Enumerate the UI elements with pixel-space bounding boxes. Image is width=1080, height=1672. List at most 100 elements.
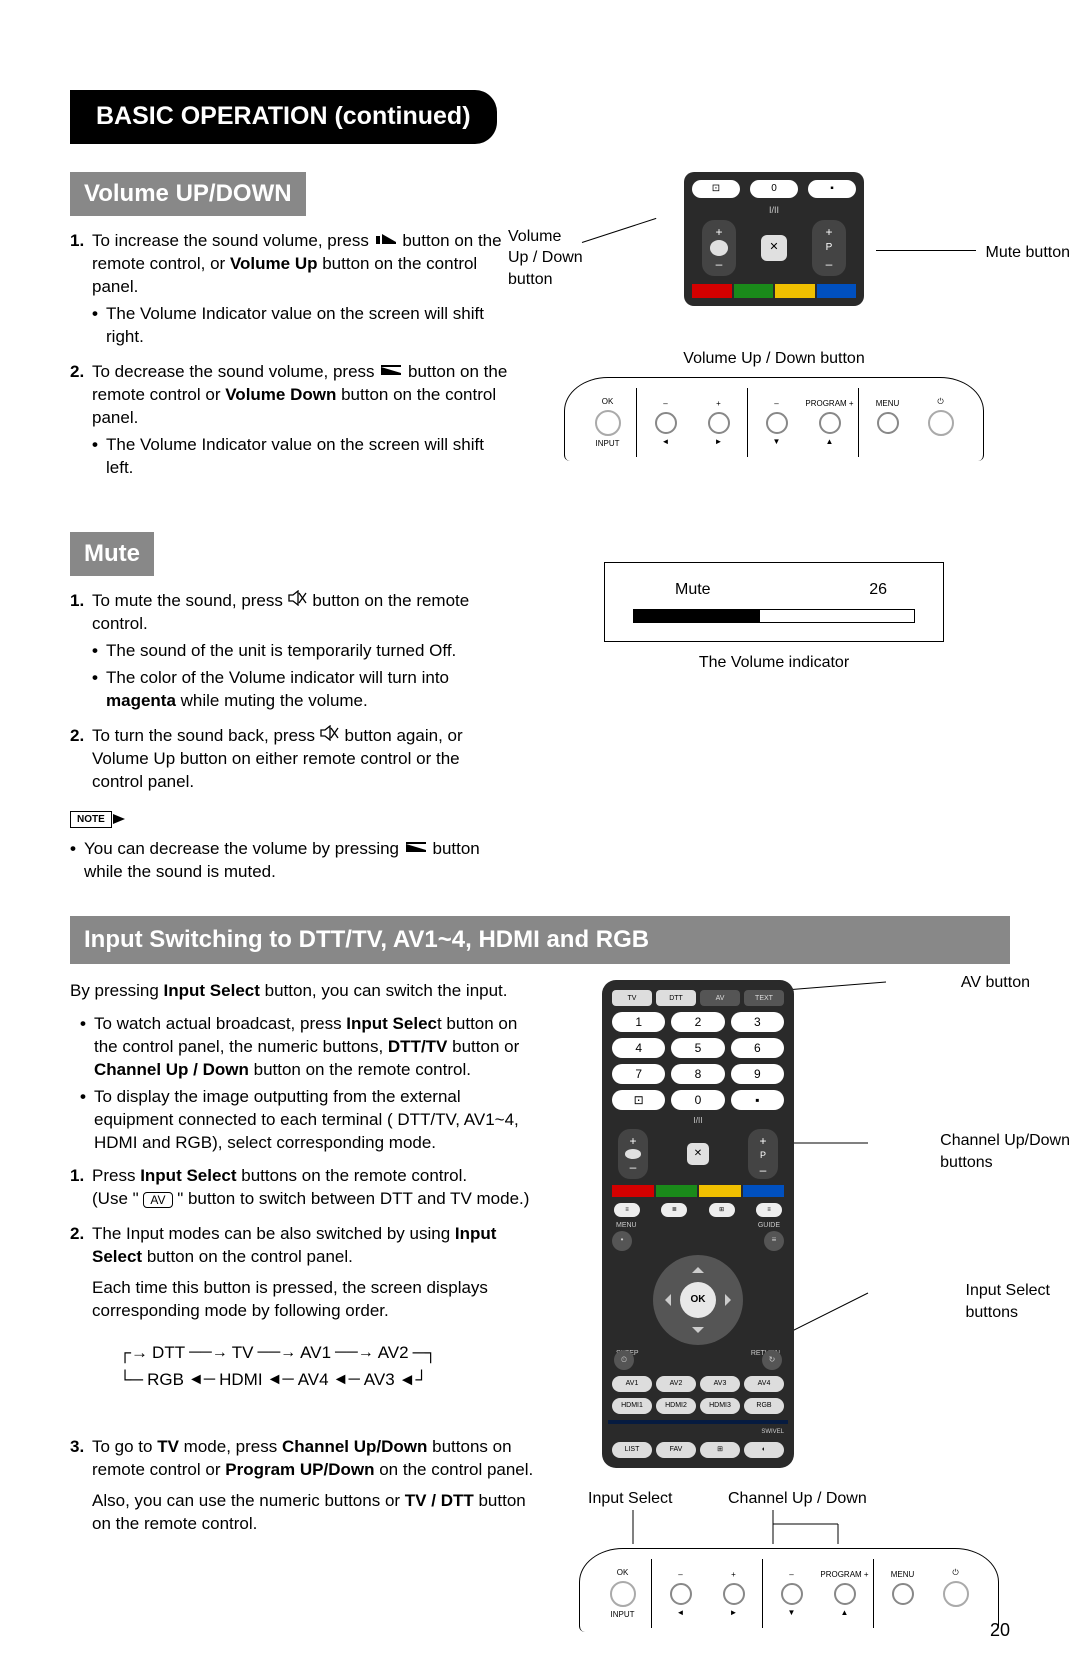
control-panel: OKINPUT –◄ +► –▼ PROGRAM +▲ MENU ⏻ <box>564 377 984 461</box>
bullet: The sound of the unit is temporarily tur… <box>92 640 510 663</box>
num-2: 2. <box>70 361 84 384</box>
menu-btn: • <box>612 1231 632 1251</box>
remote-full: TV DTT AV TEXT 1 2 3 4 5 6 7 8 9 <box>602 980 794 1468</box>
mute-icon <box>288 590 308 613</box>
mute-step-1: 1. To mute the sound, press button on th… <box>70 590 510 713</box>
num-btn: ⊡ <box>612 1090 665 1110</box>
av-btn: AV2 <box>656 1376 696 1392</box>
hdmi-btn: RGB <box>744 1398 784 1414</box>
mute-heading: Mute <box>70 532 154 576</box>
note-bullet: You can decrease the volume by pressing … <box>70 838 510 884</box>
lbl: PROGRAM + <box>805 399 853 409</box>
lbl: ◄ <box>662 437 670 447</box>
bullet: To display the image outputting from the… <box>80 1086 540 1155</box>
btn: LIST <box>612 1442 652 1458</box>
num-btn: 5 <box>671 1038 724 1058</box>
callout-av-button: AV button <box>961 972 1030 994</box>
volume-indicator-box: Mute 26 <box>604 562 944 642</box>
callout-input-select: Input Select buttons <box>966 1280 1051 1323</box>
remote-btn: ⊡ <box>692 180 740 198</box>
remote-btn: 0 <box>750 180 798 198</box>
mute-icon: ✕ <box>761 235 787 261</box>
lbl: + <box>716 399 721 409</box>
btn: TEXT <box>744 990 784 1006</box>
lbl: OK <box>602 397 614 407</box>
text-bold: Volume Down <box>225 385 336 404</box>
dpad: OK <box>653 1255 743 1345</box>
hdmi-btn: HDMI3 <box>700 1398 740 1414</box>
num: 1. <box>70 590 84 613</box>
text: Also, you can use the numeric buttons or… <box>92 1490 540 1536</box>
num-1: 1. <box>70 230 84 253</box>
volume-up-icon <box>374 230 398 253</box>
num-btn: 7 <box>612 1064 665 1084</box>
av-button: AV <box>700 990 740 1006</box>
guide-btn: ≡ <box>764 1231 784 1251</box>
callout-channel-updown: Channel Up/Down buttons <box>940 1130 1070 1173</box>
callout-volume-updown: Volume Up / Down button <box>508 226 583 291</box>
input-step-2: 2. The Input modes can be also switched … <box>70 1223 540 1397</box>
bullet: The color of the Volume indicator will t… <box>92 667 510 713</box>
input-step-3: 3. To go to TV mode, press Channel Up/Do… <box>70 1436 540 1536</box>
panel2-input-label: Input Select <box>588 1488 673 1510</box>
section-title: BASIC OPERATION (continued) <box>70 90 497 144</box>
volume-heading: Volume UP/DOWN <box>70 172 306 216</box>
btn: DTT <box>656 990 696 1006</box>
num: 2. <box>70 725 84 748</box>
intro: By pressing Input Select button, you can… <box>70 980 540 1003</box>
remote-btn: ▪ <box>808 180 856 198</box>
num-btn: 0 <box>671 1090 724 1110</box>
av-btn: AV3 <box>700 1376 740 1392</box>
input-step-1: 1. Press Input Select buttons on the rem… <box>70 1165 540 1211</box>
vol-indicator-caption: The Volume indicator <box>538 652 1010 674</box>
power-icon: ⏻ <box>952 1568 958 1578</box>
volume-step-1: 1. To increase the sound volume, press b… <box>70 230 510 349</box>
num-btn: ▪ <box>731 1090 784 1110</box>
vol-value: 26 <box>869 579 887 601</box>
text-bold: Volume Up <box>230 254 318 273</box>
num-btn: 4 <box>612 1038 665 1058</box>
av-button-icon: AV <box>143 1192 172 1208</box>
volume-step-2: 2. To decrease the sound volume, press b… <box>70 361 510 480</box>
panel-caption: Volume Up / Down button <box>538 348 1010 370</box>
sleep-btn: ⏲ <box>614 1350 634 1370</box>
text: To mute the sound, press <box>92 591 288 610</box>
num-btn: 2 <box>671 1012 724 1032</box>
num-btn: 6 <box>731 1038 784 1058</box>
mute-icon <box>320 725 340 748</box>
control-panel-2: OKINPUT –◄ +► –▼ PROGRAM +▲ MENU ⏻ <box>579 1548 999 1632</box>
vol-label: Mute <box>675 579 711 601</box>
swivel-label: SWIVEL <box>612 1428 784 1436</box>
input-heading: Input Switching to DTT/TV, AV1~4, HDMI a… <box>70 916 1010 964</box>
volume-rocker: +– <box>702 220 736 276</box>
hdmi-btn: HDMI2 <box>656 1398 696 1414</box>
lbl: MENU <box>876 399 900 409</box>
lbl: ▲ <box>826 437 834 447</box>
bullet: To watch actual broadcast, press Input S… <box>80 1013 540 1082</box>
num: 2. <box>70 1223 84 1246</box>
lbl: ▼ <box>773 437 781 447</box>
text: To turn the sound back, press <box>92 726 320 745</box>
remote-top: ⊡ 0 ▪ I/II +– ✕ +P– <box>684 172 864 306</box>
volume-rocker: +– <box>618 1129 648 1179</box>
lbl: ► <box>715 437 723 447</box>
num-btn: 8 <box>671 1064 724 1084</box>
label: I/II <box>692 204 856 216</box>
btn: TV <box>612 990 652 1006</box>
num-btn: 9 <box>731 1064 784 1084</box>
volume-down-icon <box>379 361 403 384</box>
panel2-ch-label: Channel Up / Down <box>728 1488 867 1510</box>
callout-mute-button: Mute button <box>986 242 1071 264</box>
program-rocker: +P– <box>748 1129 778 1179</box>
num: 3. <box>70 1436 84 1459</box>
mute-icon: ✕ <box>687 1143 709 1165</box>
av-btn: AV1 <box>612 1376 652 1392</box>
lbl: – <box>663 399 667 409</box>
mute-step-2: 2. To turn the sound back, press button … <box>70 725 510 794</box>
program-rocker: +P– <box>812 220 846 276</box>
page-number: 20 <box>990 1618 1010 1642</box>
hdmi-btn: HDMI1 <box>612 1398 652 1414</box>
btn: ⊞ <box>700 1442 740 1458</box>
text: Each time this button is pressed, the sc… <box>92 1277 540 1323</box>
num: 1. <box>70 1165 84 1188</box>
